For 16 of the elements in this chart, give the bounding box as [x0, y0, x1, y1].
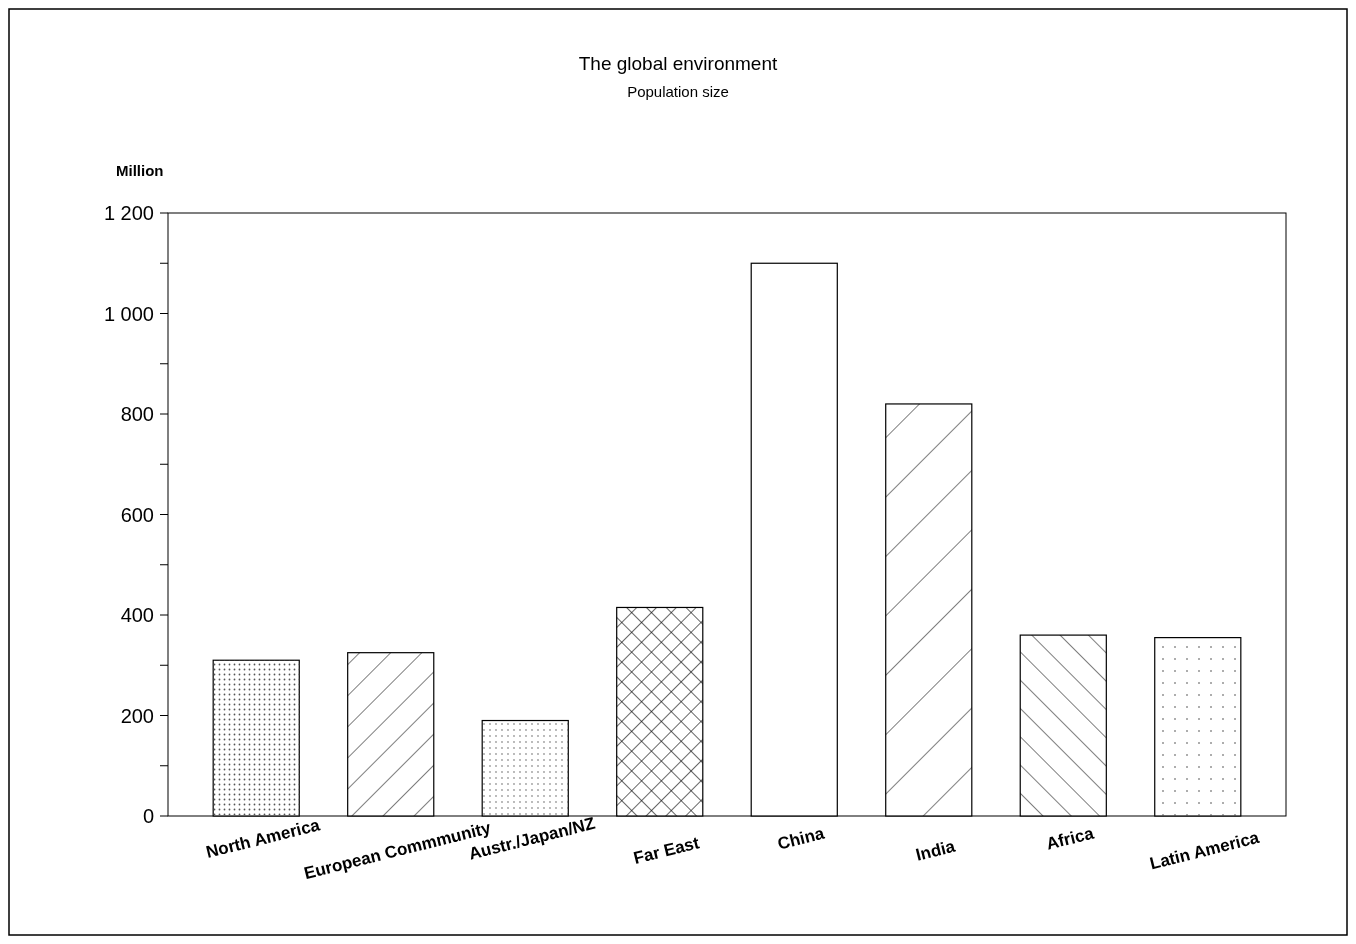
y-tick-label: 800	[120, 403, 154, 425]
y-tick-label: 1 200	[103, 202, 154, 224]
x-tick-label: China	[775, 823, 827, 854]
x-tick-label: Africa	[1044, 823, 1097, 854]
y-axis-title: Million	[116, 162, 164, 179]
x-tick-label: Latin America	[1147, 827, 1262, 874]
x-tick-label: North America	[204, 815, 323, 862]
chart-title: The global environment	[578, 53, 778, 74]
x-tick-label: Far East	[631, 833, 702, 868]
y-tick-label: 400	[120, 604, 154, 626]
y-tick-label: 600	[120, 503, 154, 526]
x-tick-label: India	[913, 836, 958, 865]
y-tick-label: 200	[120, 704, 154, 727]
y-tick-label: 0	[142, 805, 154, 827]
y-tick-label: 1 000	[103, 302, 154, 325]
chart-subtitle: Population size	[627, 83, 729, 100]
